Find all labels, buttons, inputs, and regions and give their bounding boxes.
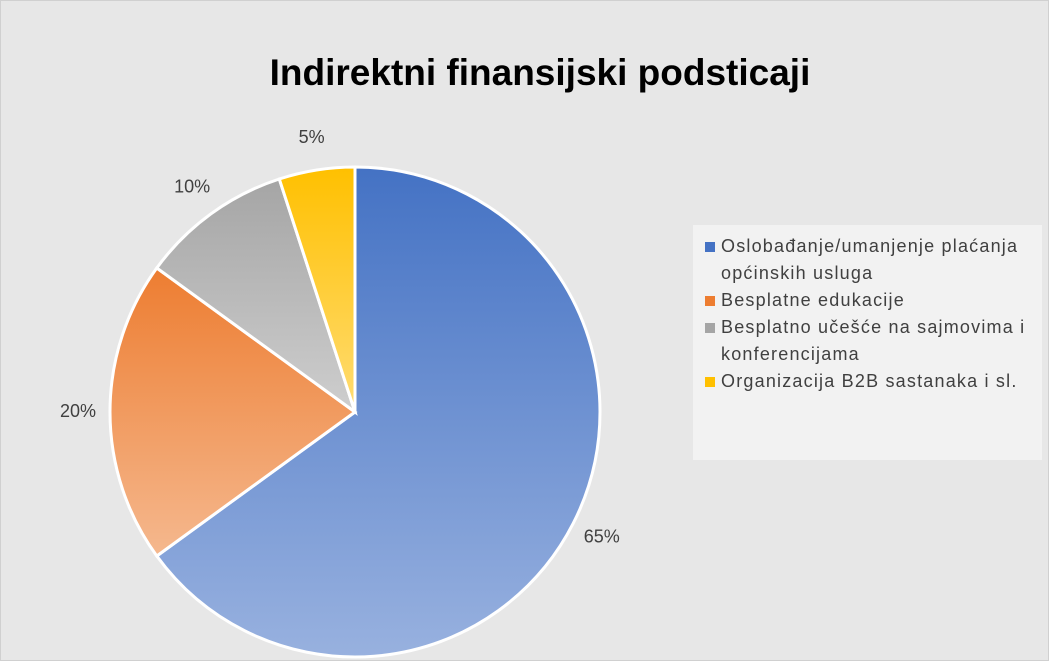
legend: Oslobađanje/umanjenje plaćanja općinskih… (693, 225, 1042, 460)
legend-swatch (705, 323, 715, 333)
pie-slice (108, 265, 358, 559)
legend-swatch (705, 377, 715, 387)
data-label: 10% (174, 177, 210, 197)
pie-slice (277, 165, 357, 413)
legend-label: Organizacija B2B sastanaka i sl. (721, 371, 1018, 391)
pie-slice (154, 165, 602, 659)
pie-slice (154, 177, 358, 416)
data-label: 20% (60, 401, 96, 421)
legend-label: Oslobađanje/umanjenje plaćanja općinskih… (721, 236, 1019, 283)
data-label: 65% (584, 527, 620, 547)
legend-item: Besplatne edukacije (705, 287, 1034, 314)
legend-swatch (705, 296, 715, 306)
legend-label: Besplatne edukacije (721, 290, 905, 310)
legend-label: Besplatno učešće na sajmovima i konferen… (721, 317, 1026, 364)
legend-item: Oslobađanje/umanjenje plaćanja općinskih… (705, 233, 1034, 287)
legend-swatch (705, 242, 715, 252)
legend-item: Besplatno učešće na sajmovima i konferen… (705, 314, 1034, 368)
legend-item: Organizacija B2B sastanaka i sl. (705, 368, 1034, 395)
chart-title: Indirektni finansijski podsticaji (270, 52, 811, 93)
data-label: 5% (299, 127, 325, 147)
